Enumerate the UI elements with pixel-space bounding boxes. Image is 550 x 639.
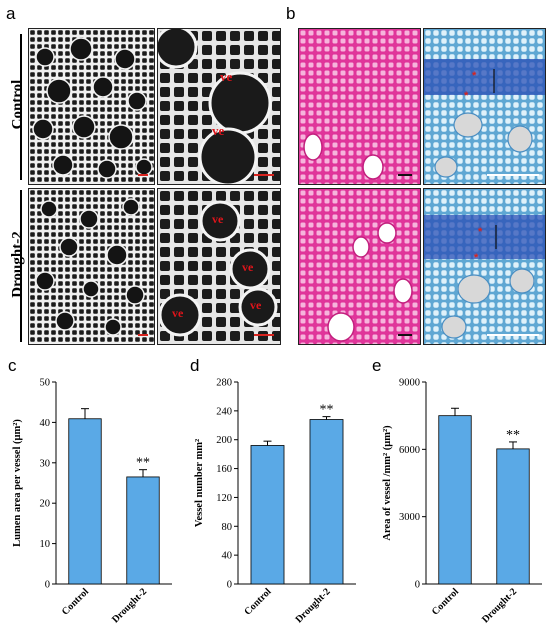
svg-text:*: * — [464, 90, 469, 102]
y-tick-label: 240 — [216, 406, 232, 417]
x-tick-label: Drought-2 — [294, 586, 333, 625]
chart-c-svg: 0 10 20 30 40 50 Lumen area per vessel (μm²) Co… — [12, 378, 172, 625]
y-tick-label: 30 — [40, 458, 51, 469]
control-bracket — [20, 34, 22, 180]
vessel-label: ve — [220, 69, 233, 84]
chart-d-svg: 0 40 80 120 160 200 240 280 Vessel number mm² Con… — [194, 378, 356, 625]
sem-drought-high-mag: ve ve ve ve — [157, 188, 281, 345]
y-tick-label: 0 — [227, 580, 232, 591]
scale-bar-a1 — [138, 174, 148, 176]
safranin-control — [298, 28, 421, 185]
scale-bar-a2 — [254, 174, 274, 176]
panel-letter-d: d — [190, 356, 200, 375]
x-tick-label: Drought-2 — [480, 586, 519, 625]
y-tick-label: 9000 — [399, 378, 420, 389]
sem-drought-high-image — [158, 189, 280, 344]
row-label-drought: Drought-2 — [9, 231, 26, 298]
significance-marker: ** — [136, 456, 150, 471]
safranin-control-image — [299, 29, 420, 184]
astra-blue-drought: * * — [423, 188, 546, 345]
x-tick-label: Control — [60, 586, 91, 617]
svg-text:*: * — [472, 70, 477, 82]
safranin-drought-image — [299, 189, 420, 344]
y-tick-label: 40 — [40, 418, 51, 429]
chart-e: 0 3000 6000 9000 Area of vessel /mm² (μm²) Co… — [366, 370, 550, 639]
y-axis-label: Area of vessel /mm² (μm²) — [382, 425, 393, 541]
sem-control-low-mag — [28, 28, 155, 185]
chart-e-svg: 0 3000 6000 9000 Area of vessel /mm² (μm²) Co… — [382, 378, 542, 625]
sem-control-high-image — [158, 29, 280, 184]
scale-bar-b2 — [487, 174, 539, 176]
y-tick-label: 200 — [216, 435, 232, 446]
bar-control — [250, 445, 285, 585]
y-tick-label: 80 — [222, 522, 233, 533]
panel-letter-b: b — [286, 4, 296, 23]
panel-letter-a: a — [6, 4, 16, 23]
sem-drought-low-mag — [28, 188, 155, 345]
astra-blue-control: * * — [423, 28, 546, 185]
drought-bracket — [20, 190, 22, 342]
y-tick-label: 160 — [216, 464, 232, 475]
significance-marker: ** — [506, 428, 520, 443]
svg-text:*: * — [478, 226, 483, 238]
panel-letter-e: e — [372, 356, 382, 375]
scale-bar-b4 — [487, 334, 539, 336]
safranin-drought — [298, 188, 421, 345]
panel-letter-c: c — [8, 356, 17, 375]
bar-drought-2 — [496, 448, 530, 585]
scale-bar-b3 — [398, 334, 412, 336]
x-tick-label: Drought-2 — [110, 586, 149, 625]
chart-d: 0 40 80 120 160 200 240 280 Vessel number mm² Con… — [182, 370, 366, 639]
row-label-control: Control — [9, 79, 26, 130]
y-tick-label: 50 — [40, 378, 51, 389]
y-tick-label: 10 — [40, 539, 51, 550]
astra-blue-control-image: * * — [424, 29, 545, 184]
scale-bar-a4 — [254, 334, 274, 336]
x-tick-label: Control — [242, 586, 273, 617]
sem-control-low-image — [29, 29, 154, 184]
y-tick-label: 40 — [222, 551, 233, 562]
sem-drought-low-image — [29, 189, 154, 344]
vessel-label: ve — [212, 212, 224, 226]
y-tick-label: 6000 — [399, 445, 420, 456]
y-axis-label: Lumen area per vessel (μm²) — [12, 419, 23, 547]
chart-c: 0 10 20 30 40 50 Lumen area per vessel (μm²) Co… — [0, 370, 182, 639]
y-tick-label: 120 — [216, 493, 232, 504]
y-axis-label: Vessel number mm² — [194, 439, 205, 527]
vessel-label: ve — [212, 123, 225, 138]
sem-control-high-mag: ve ve — [157, 28, 281, 185]
bar-control — [68, 418, 102, 585]
bar-control — [438, 415, 472, 585]
y-tick-label: 3000 — [399, 512, 420, 523]
vessel-label: ve — [172, 306, 184, 320]
y-tick-label: 20 — [40, 499, 51, 510]
vessel-label: ve — [250, 298, 262, 312]
bar-drought-2 — [126, 476, 160, 585]
y-tick-label: 280 — [216, 378, 232, 389]
y-tick-label: 0 — [45, 580, 50, 591]
svg-text:*: * — [474, 252, 479, 264]
vessel-label: ve — [242, 260, 254, 274]
scale-bar-a3 — [138, 334, 148, 336]
astra-blue-drought-image: * * — [424, 189, 545, 344]
scale-bar-b1 — [398, 174, 412, 176]
bar-drought-2 — [309, 419, 344, 585]
significance-marker: ** — [320, 403, 334, 418]
y-tick-label: 0 — [415, 580, 420, 591]
x-tick-label: Control — [430, 586, 461, 617]
